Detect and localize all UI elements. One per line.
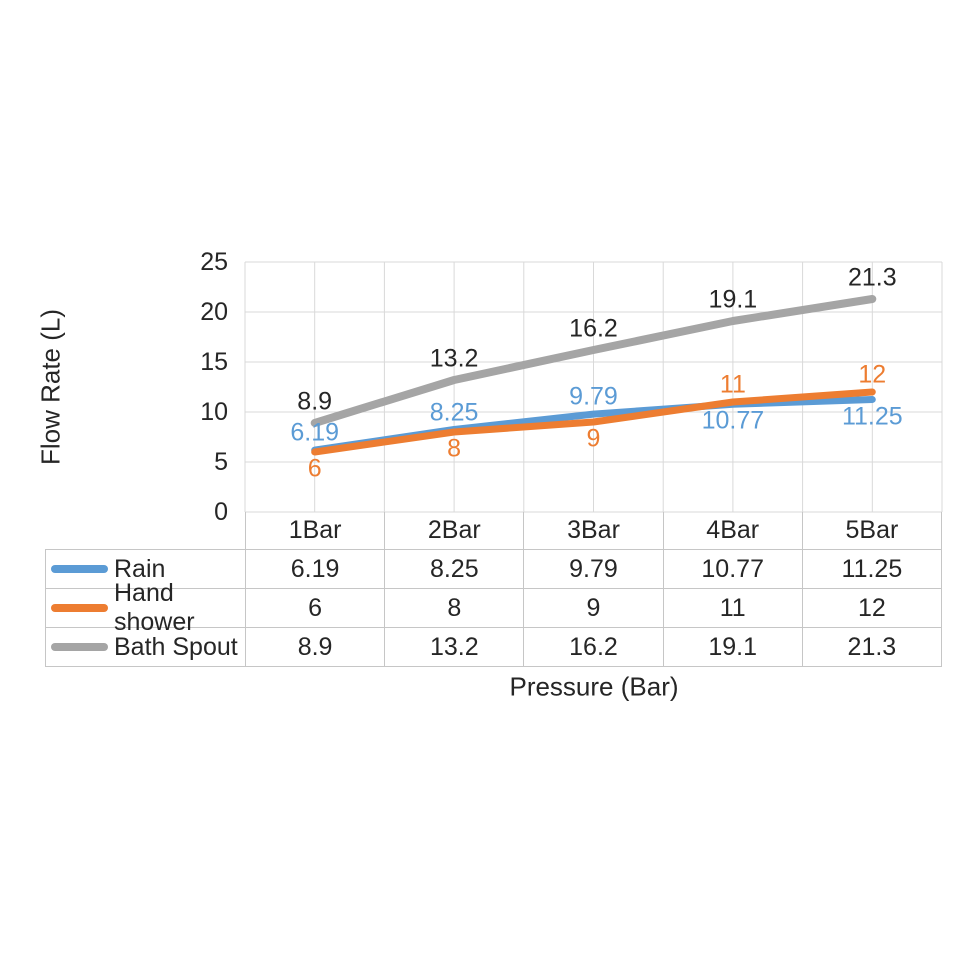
table-value-cell: 19.1: [663, 628, 803, 667]
data-label-rain-4bar: 10.77: [701, 406, 765, 435]
data-label-hand-shower-4bar: 11: [719, 370, 746, 399]
series-line-bath-spout: [310, 295, 877, 427]
table-value-cell: 8.9: [246, 628, 386, 667]
legend-key-line: [51, 604, 108, 612]
data-label-rain-3bar: 9.79: [569, 382, 618, 411]
table-value-cell: 10.77: [663, 550, 803, 589]
legend-cell-hand-shower: Hand shower: [46, 579, 246, 636]
data-label-rain-2bar: 8.25: [429, 398, 479, 426]
table-value-cell: 11: [663, 589, 803, 628]
data-label-hand-shower-5bar: 12: [858, 360, 887, 389]
data-label-rain-1bar: 6.19: [290, 418, 340, 447]
category-label: 4Bar: [662, 512, 802, 549]
legend-series-name: Hand shower: [114, 579, 195, 636]
legend-series-name: Bath Spout: [114, 632, 238, 661]
legend-cell-rain: Rain: [46, 550, 246, 589]
table-value-cell: 13.2: [385, 628, 525, 667]
gridlines: [244, 261, 943, 513]
data-label-rain-5bar: 11.25: [841, 402, 903, 430]
y-tick-label: 15: [200, 347, 228, 376]
category-label: 2Bar: [384, 512, 523, 549]
legend-key-line: [51, 565, 108, 573]
plot-area: [244, 261, 943, 513]
x-axis-title: Pressure (Bar): [509, 671, 679, 702]
table-value-cell: 9.79: [524, 550, 664, 589]
table-value-cell: 8: [385, 589, 525, 628]
table-value-cell: 11.25: [802, 550, 942, 589]
table-value-cell: 9: [524, 589, 664, 628]
y-tick-label: 20: [200, 297, 228, 326]
category-label: 3Bar: [523, 512, 662, 549]
y-tick-label: 10: [200, 397, 228, 426]
data-label-hand-shower-1bar: 6: [307, 454, 322, 483]
y-tick-label: 25: [200, 247, 228, 276]
data-label-bath-spout-4bar: 19.1: [708, 285, 758, 314]
y-axis-title: Flow Rate (L): [35, 308, 66, 466]
series-line-hand-shower: [311, 388, 876, 456]
data-label-hand-shower-3bar: 9: [586, 424, 601, 453]
x-axis-category-row: 1Bar 2Bar 3Bar 4Bar 5Bar: [245, 512, 943, 549]
table-value-cell: 6.19: [246, 550, 386, 589]
data-label-bath-spout-1bar: 8.9: [297, 387, 333, 416]
table-value-cell: 8.25: [385, 550, 525, 589]
data-label-bath-spout-2bar: 13.2: [429, 344, 479, 373]
legend-key-line: [51, 643, 108, 651]
table-value-cell: 21.3: [802, 628, 942, 667]
data-label-bath-spout-3bar: 16.2: [569, 314, 618, 343]
data-label-hand-shower-2bar: 8: [447, 434, 462, 463]
y-tick-label: 5: [214, 447, 228, 476]
category-label: 5Bar: [801, 512, 943, 549]
table-value-cell: 12: [802, 589, 942, 628]
table-value-cell: 16.2: [524, 628, 664, 667]
category-label: 1Bar: [245, 512, 384, 549]
chart-data-table: Rain 6.19 8.25 9.79 10.77 11.25 Hand shower 6 8 9…: [45, 549, 942, 667]
y-tick-label: 0: [214, 497, 228, 526]
table-value-cell: 6: [246, 589, 386, 628]
legend-series-name: Rain: [114, 554, 166, 583]
data-label-bath-spout-5bar: 21.3: [847, 263, 897, 292]
legend-cell-bath-spout: Bath Spout: [46, 628, 246, 667]
